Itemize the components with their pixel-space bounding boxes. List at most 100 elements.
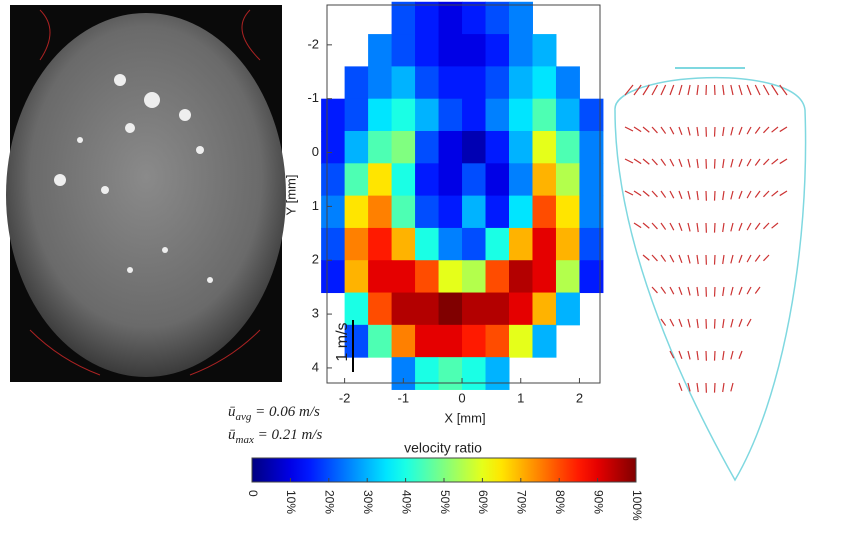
colorbar-tick-label: 20%	[323, 490, 337, 514]
flow-arrow	[688, 159, 690, 167]
flow-arrow	[670, 223, 674, 230]
flow-arrow	[688, 223, 690, 231]
heatmap-cell	[321, 131, 345, 164]
heatmap-cell	[415, 34, 439, 67]
heatmap-cell	[321, 196, 345, 229]
heatmap-cell	[462, 293, 486, 326]
flow-arrow	[755, 223, 760, 229]
heatmap-cell	[368, 66, 392, 99]
y-tick-label: 3	[312, 306, 319, 321]
flow-arrow	[747, 319, 751, 326]
heatmap-cell	[509, 34, 533, 67]
heatmap-cell	[532, 293, 556, 326]
flow-arrow	[731, 127, 733, 135]
x-axis-label: X [mm]	[444, 410, 485, 425]
colorbar-tick-label: 60%	[476, 490, 490, 514]
flow-arrow	[763, 223, 769, 229]
flow-arrow	[661, 223, 666, 230]
x-tick-label: -2	[339, 390, 351, 405]
flow-arrow	[652, 159, 657, 165]
flow-arrow	[652, 127, 657, 133]
y-tick-label: -1	[307, 90, 319, 105]
heatmap-cell	[532, 228, 556, 261]
flow-arrow	[643, 127, 649, 132]
vector-panel	[615, 68, 806, 480]
heatmap-cell	[392, 163, 416, 196]
flow-arrow	[688, 127, 690, 135]
flow-arrow	[772, 191, 778, 196]
heatmap-cell	[439, 196, 463, 229]
heatmap-cell	[415, 260, 439, 293]
heatmap-cell	[486, 260, 510, 293]
heatmap-cell	[462, 66, 486, 99]
flow-arrow	[755, 85, 760, 95]
flow-arrow	[688, 351, 690, 359]
flow-arrow	[652, 287, 657, 293]
heatmap-cell	[439, 325, 463, 358]
heatmap-cell	[462, 357, 486, 390]
flow-arrow	[731, 85, 733, 95]
annotation: ūmax = 0.21 m/s	[228, 427, 322, 445]
heatmap-cell	[439, 260, 463, 293]
heatmap-cell	[392, 66, 416, 99]
flow-arrow	[670, 255, 674, 262]
flow-arrow	[697, 351, 698, 360]
flow-arrow	[739, 127, 742, 135]
heatmap-cell	[415, 196, 439, 229]
flow-arrow	[670, 319, 674, 326]
heatmap-cell	[462, 99, 486, 132]
heatmap-cell	[509, 131, 533, 164]
flow-arrow	[755, 191, 760, 197]
flow-arrow	[755, 127, 760, 133]
heatmap-cell	[345, 293, 369, 326]
flow-arrow	[731, 159, 733, 167]
heatmap-cell	[415, 228, 439, 261]
heatmap-cell	[392, 293, 416, 326]
heatmap-cell	[392, 131, 416, 164]
heatmap-cell	[392, 34, 416, 67]
flow-arrow	[772, 223, 778, 228]
flow-arrow	[723, 255, 724, 264]
flow-arrow	[747, 159, 751, 166]
flow-arrow	[739, 255, 742, 263]
flow-arrow	[688, 191, 690, 199]
flow-arrow	[661, 159, 666, 166]
heatmap-cell	[486, 325, 510, 358]
heatmap-cell	[532, 131, 556, 164]
flow-arrow	[697, 287, 698, 296]
heatmap-cell	[439, 228, 463, 261]
y-axis-label: Y [mm]	[283, 175, 298, 216]
heatmap-cell	[556, 293, 580, 326]
colorbar-tick-label: 10%	[284, 490, 298, 514]
flow-arrow	[731, 319, 733, 327]
heatmap-cell	[345, 228, 369, 261]
flow-arrow	[723, 287, 724, 296]
flow-arrow	[679, 223, 682, 231]
flow-arrow	[780, 127, 787, 132]
heatmap-cell	[439, 357, 463, 390]
heatmap-cell	[556, 196, 580, 229]
heatmap-cell	[415, 357, 439, 390]
colorbar-tick-label: 40%	[399, 490, 413, 514]
flow-arrow	[731, 383, 733, 391]
heatmap-cell	[462, 34, 486, 67]
heatmap-cell	[462, 260, 486, 293]
heatmap-cell	[392, 325, 416, 358]
heatmap-cell	[532, 163, 556, 196]
flow-arrow	[679, 319, 682, 327]
heatmap-cell	[486, 196, 510, 229]
flow-arrow	[747, 287, 751, 294]
heatmap-cell	[509, 66, 533, 99]
heatmap-cell	[509, 2, 533, 35]
heatmap-cell	[345, 260, 369, 293]
flow-arrow	[661, 255, 666, 262]
heatmap-cell	[345, 99, 369, 132]
flow-arrow	[661, 127, 666, 134]
heatmap-cell	[556, 163, 580, 196]
heatmap-cell	[415, 325, 439, 358]
photo-panel	[6, 5, 286, 382]
droplet-image	[6, 13, 286, 377]
flow-arrow	[747, 191, 751, 198]
heatmap-cell	[368, 293, 392, 326]
heatmap-cell	[415, 293, 439, 326]
